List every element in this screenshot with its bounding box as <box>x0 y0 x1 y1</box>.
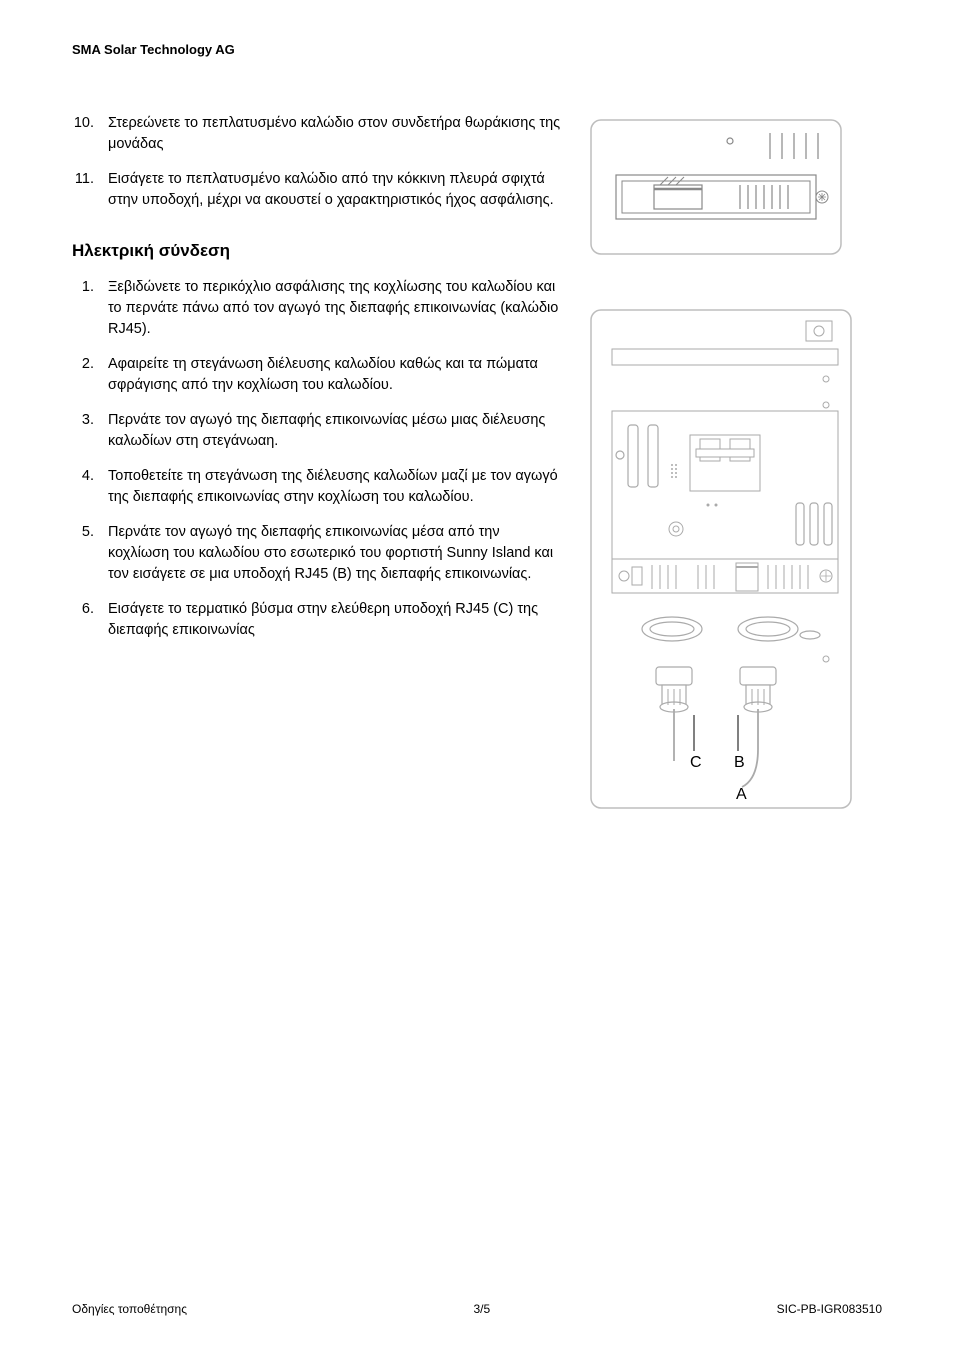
s2-step-1-text: Ξεβιδώνετε το περικόχλιο ασφάλισης της κ… <box>108 277 562 340</box>
s2-step-4: 4. Τοποθετείτε τη στεγάνωση της διέλευση… <box>72 466 562 508</box>
s2-step-2-num: 2. <box>72 354 108 396</box>
step-10-text: Στερεώνετε το πεπλατυσμένο καλώδιο στον … <box>108 113 562 155</box>
footer-right: SIC-PB-IGR083510 <box>777 1302 882 1316</box>
figure-device: C B A <box>590 309 852 809</box>
s2-step-1: 1. Ξεβιδώνετε το περικόχλιο ασφάλισης τη… <box>72 277 562 340</box>
step-10-num: 10. <box>72 113 108 155</box>
step-11-num: 11. <box>72 169 108 211</box>
section-heading: Ηλεκτρική σύνδεση <box>72 241 562 261</box>
right-column: C B A <box>590 113 882 809</box>
brand-header: SMA Solar Technology AG <box>72 42 882 57</box>
footer-left: Οδηγίες τοποθέτησης <box>72 1302 187 1316</box>
s2-step-1-num: 1. <box>72 277 108 340</box>
s2-step-3-text: Περνάτε τον αγωγό της διεπαφής επικοινων… <box>108 410 562 452</box>
figure-label-c: C <box>690 754 702 771</box>
page-footer: Οδηγίες τοποθέτησης 3/5 SIC-PB-IGR083510 <box>72 1302 882 1316</box>
figure-label-a: A <box>736 786 747 803</box>
s2-step-5: 5. Περνάτε τον αγωγό της διεπαφής επικοι… <box>72 522 562 585</box>
s2-step-6-num: 6. <box>72 599 108 641</box>
content-row: 10. Στερεώνετε το πεπλατυσμένο καλώδιο σ… <box>72 113 882 809</box>
step-10: 10. Στερεώνετε το πεπλατυσμένο καλώδιο σ… <box>72 113 562 155</box>
step-11: 11. Εισάγετε το πεπλατυσμένο καλώδιο από… <box>72 169 562 211</box>
s2-step-5-num: 5. <box>72 522 108 585</box>
figure-label-b: B <box>734 754 745 771</box>
s2-step-3: 3. Περνάτε τον αγωγό της διεπαφής επικοι… <box>72 410 562 452</box>
s2-step-4-text: Τοποθετείτε τη στεγάνωση της διέλευσης κ… <box>108 466 562 508</box>
s2-step-4-num: 4. <box>72 466 108 508</box>
s2-step-2: 2. Αφαιρείτε τη στεγάνωση διέλευσης καλω… <box>72 354 562 396</box>
s2-step-5-text: Περνάτε τον αγωγό της διεπαφής επικοινων… <box>108 522 562 585</box>
footer-center: 3/5 <box>473 1302 490 1316</box>
left-column: 10. Στερεώνετε το πεπλατυσμένο καλώδιο σ… <box>72 113 562 809</box>
figure-connector <box>590 119 842 255</box>
s2-step-6: 6. Εισάγετε το τερματικό βύσμα στην ελεύ… <box>72 599 562 641</box>
s2-step-6-text: Εισάγετε το τερματικό βύσμα στην ελεύθερ… <box>108 599 562 641</box>
step-11-text: Εισάγετε το πεπλατυσμένο καλώδιο από την… <box>108 169 562 211</box>
s2-step-3-num: 3. <box>72 410 108 452</box>
s2-step-2-text: Αφαιρείτε τη στεγάνωση διέλευσης καλωδίο… <box>108 354 562 396</box>
